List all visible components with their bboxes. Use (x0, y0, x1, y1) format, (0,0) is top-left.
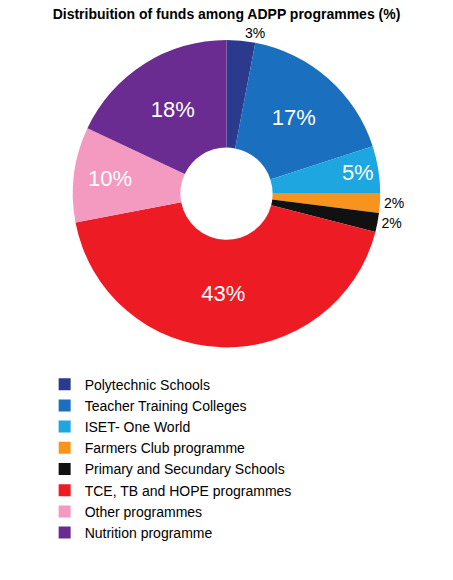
svg-text:Other programmes: Other programmes (85, 504, 202, 520)
svg-text:Nutrition programme: Nutrition programme (85, 525, 213, 541)
svg-text:2%: 2% (381, 215, 401, 231)
svg-text:3%: 3% (245, 25, 265, 41)
svg-text:ISET- One World: ISET- One World (85, 419, 191, 435)
svg-text:18%: 18% (151, 97, 195, 122)
svg-text:Teacher Training Colleges: Teacher Training Colleges (85, 398, 247, 414)
svg-text:43%: 43% (201, 281, 245, 306)
svg-text:Polytechnic Schools: Polytechnic Schools (85, 377, 210, 393)
svg-text:5%: 5% (342, 160, 374, 185)
svg-text:Farmers Club programme: Farmers Club programme (85, 440, 245, 456)
svg-text:Primary and Secundary Schools: Primary and Secundary Schools (85, 461, 285, 477)
svg-text:2%: 2% (384, 195, 404, 211)
svg-text:10%: 10% (88, 166, 132, 191)
svg-text:17%: 17% (272, 105, 316, 130)
svg-text:TCE, TB and HOPE programmes: TCE, TB and HOPE programmes (85, 483, 292, 499)
svg-text:Distribuition of funds among A: Distribuition of funds among ADPP progra… (53, 6, 401, 22)
